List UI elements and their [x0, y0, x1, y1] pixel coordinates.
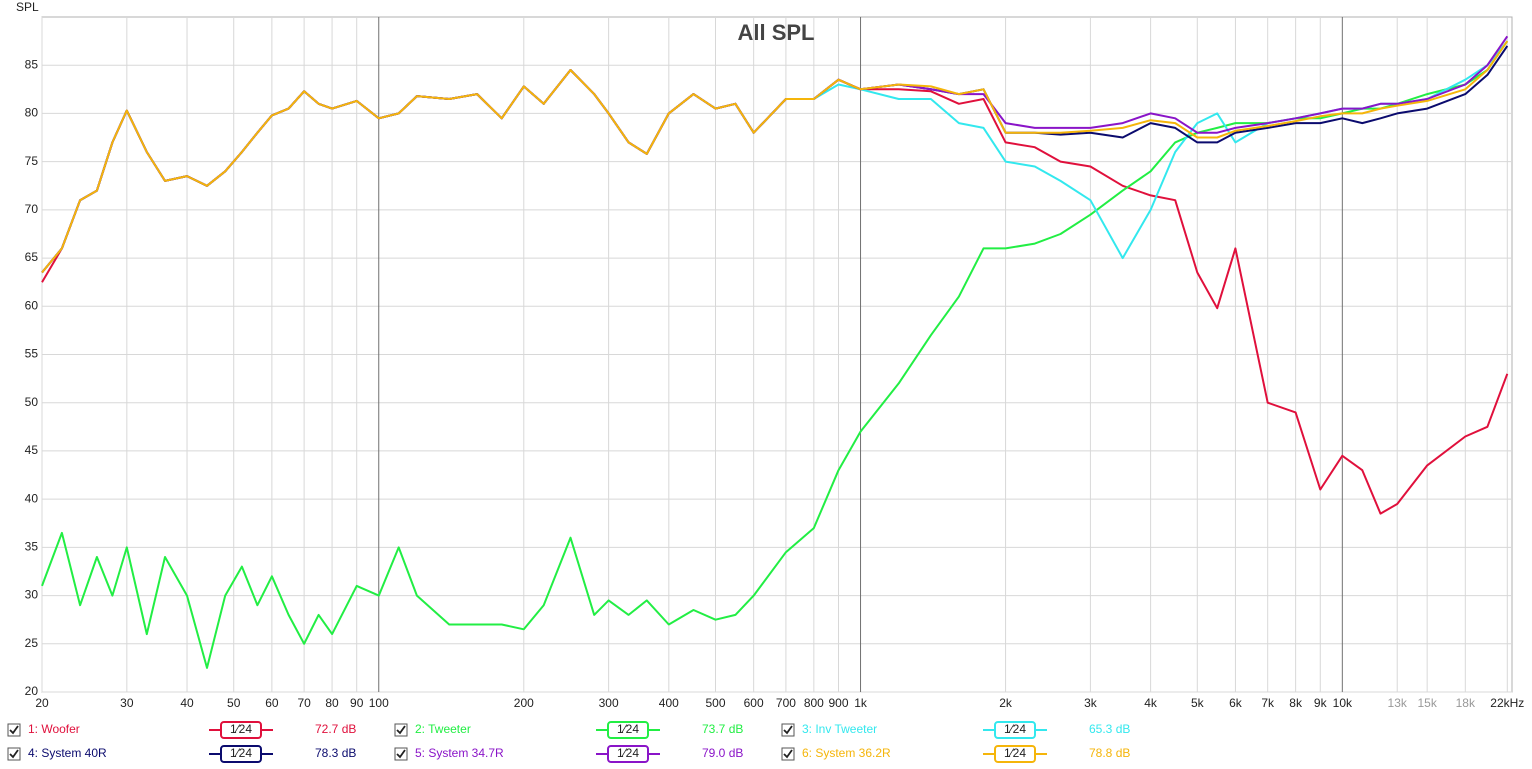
x-tick-label: 13k	[1388, 696, 1408, 710]
smoothing-box[interactable]	[994, 745, 1036, 763]
x-tick-label: 200	[514, 696, 534, 710]
smoothing-label: 1⁄24	[617, 746, 639, 760]
x-tick-label: 20	[35, 696, 49, 710]
x-tick-label: 3k	[1084, 696, 1098, 710]
smoothing-box[interactable]	[220, 745, 262, 763]
legend-level: 79.0 dB	[702, 746, 743, 760]
smoothing-label: 1⁄24	[1004, 722, 1026, 736]
y-tick-label: 40	[25, 491, 39, 505]
checkmark	[783, 749, 793, 759]
legend-checkbox[interactable]	[394, 747, 408, 761]
y-tick-label: 80	[25, 106, 39, 120]
x-tick-label: 5k	[1191, 696, 1205, 710]
smoothing-label: 1⁄24	[617, 722, 639, 736]
legend-checkbox[interactable]	[781, 747, 795, 761]
y-tick-label: 55	[25, 347, 39, 361]
y-tick-label: 65	[25, 250, 39, 264]
chart-title: All SPL	[737, 20, 814, 45]
y-tick-label: 20	[25, 684, 39, 698]
x-tick-label: 400	[659, 696, 679, 710]
smoothing-label: 1⁄24	[230, 746, 252, 760]
legend-label: 6: System 36.2R	[802, 746, 891, 760]
legend-label: 4: System 40R	[28, 746, 107, 760]
x-tick-label: 8k	[1289, 696, 1303, 710]
legend-checkbox[interactable]	[7, 723, 21, 737]
y-tick-label: 35	[25, 540, 39, 554]
legend-checkbox[interactable]	[781, 723, 795, 737]
x-tick-label: 40	[180, 696, 194, 710]
x-tick-label: 18k	[1456, 696, 1476, 710]
series-lines	[41, 35, 1509, 669]
x-tick-label: 100	[369, 696, 389, 710]
x-tick-label: 300	[599, 696, 619, 710]
y-tick-label: 75	[25, 154, 39, 168]
y-tick-label: 25	[25, 636, 39, 650]
x-tick-label: 50	[227, 696, 241, 710]
legend-label: 5: System 34.7R	[415, 746, 504, 760]
x-tick-label: 6k	[1229, 696, 1243, 710]
legend-checkbox[interactable]	[7, 747, 21, 761]
y-tick-label: 45	[25, 443, 39, 457]
y-axis-label: SPL	[16, 0, 39, 14]
legend: 1: Woofer 1⁄24 72.7 dB 2: Tweeter 1⁄24 73.7 d…	[7, 721, 1130, 763]
smoothing-box[interactable]	[994, 721, 1036, 739]
x-tick-label: 70	[297, 696, 311, 710]
smoothing-box[interactable]	[220, 721, 262, 739]
legend-label: 2: Tweeter	[415, 722, 471, 736]
y-tick-label: 85	[25, 57, 39, 71]
smoothing-label: 1⁄24	[1004, 746, 1026, 760]
axes: 20 25 30 35 40 45 50 55 60 65 70 75 80 85 20 30 40 50 60 70…	[25, 57, 1525, 710]
legend-entry: 4: System 40R 1⁄24 78.3 dB	[7, 745, 356, 763]
x-tick-label: 900	[828, 696, 848, 710]
legend-label: 1: Woofer	[28, 722, 80, 736]
series-line	[41, 40, 1509, 669]
x-tick-label: 800	[804, 696, 824, 710]
smoothing-box[interactable]	[607, 721, 649, 739]
legend-level: 78.8 dB	[1089, 746, 1130, 760]
x-tick-label: 9k	[1314, 696, 1328, 710]
legend-level: 72.7 dB	[315, 722, 356, 736]
smoothing-box[interactable]	[607, 745, 649, 763]
legend-entry: 3: Inv Tweeter 1⁄24 65.3 dB	[781, 721, 1130, 739]
x-tick-label: 700	[776, 696, 796, 710]
x-tick-label: 1k	[854, 696, 868, 710]
grid	[41, 17, 1512, 693]
legend-label: 3: Inv Tweeter	[802, 722, 877, 736]
x-tick-label: 30	[120, 696, 134, 710]
legend-level: 65.3 dB	[1089, 722, 1130, 736]
checkmark	[783, 725, 793, 735]
x-tick-label: 10k	[1333, 696, 1353, 710]
legend-level: 73.7 dB	[702, 722, 743, 736]
checkmark	[9, 749, 19, 759]
x-tick-label: 22kHz	[1490, 696, 1524, 710]
checkmark	[396, 749, 406, 759]
legend-entry: 2: Tweeter 1⁄24 73.7 dB	[394, 721, 743, 739]
series-line	[41, 40, 1509, 274]
legend-entry: 6: System 36.2R 1⁄24 78.8 dB	[781, 745, 1130, 763]
x-tick-label: 600	[744, 696, 764, 710]
checkmark	[396, 725, 406, 735]
smoothing-label: 1⁄24	[230, 722, 252, 736]
legend-checkbox[interactable]	[394, 723, 408, 737]
checkmark	[9, 725, 19, 735]
y-tick-label: 60	[25, 298, 39, 312]
x-tick-label: 80	[325, 696, 339, 710]
x-tick-label: 90	[350, 696, 364, 710]
y-tick-label: 50	[25, 395, 39, 409]
x-tick-label: 4k	[1144, 696, 1158, 710]
y-tick-label: 30	[25, 588, 39, 602]
x-tick-label: 60	[265, 696, 279, 710]
x-tick-label: 15k	[1417, 696, 1437, 710]
legend-level: 78.3 dB	[315, 746, 356, 760]
legend-entry: 5: System 34.7R 1⁄24 79.0 dB	[394, 745, 743, 763]
x-tick-label: 7k	[1261, 696, 1275, 710]
x-tick-label: 500	[705, 696, 725, 710]
legend-entry: 1: Woofer 1⁄24 72.7 dB	[7, 721, 356, 739]
x-tick-label: 2k	[999, 696, 1013, 710]
y-tick-label: 70	[25, 202, 39, 216]
